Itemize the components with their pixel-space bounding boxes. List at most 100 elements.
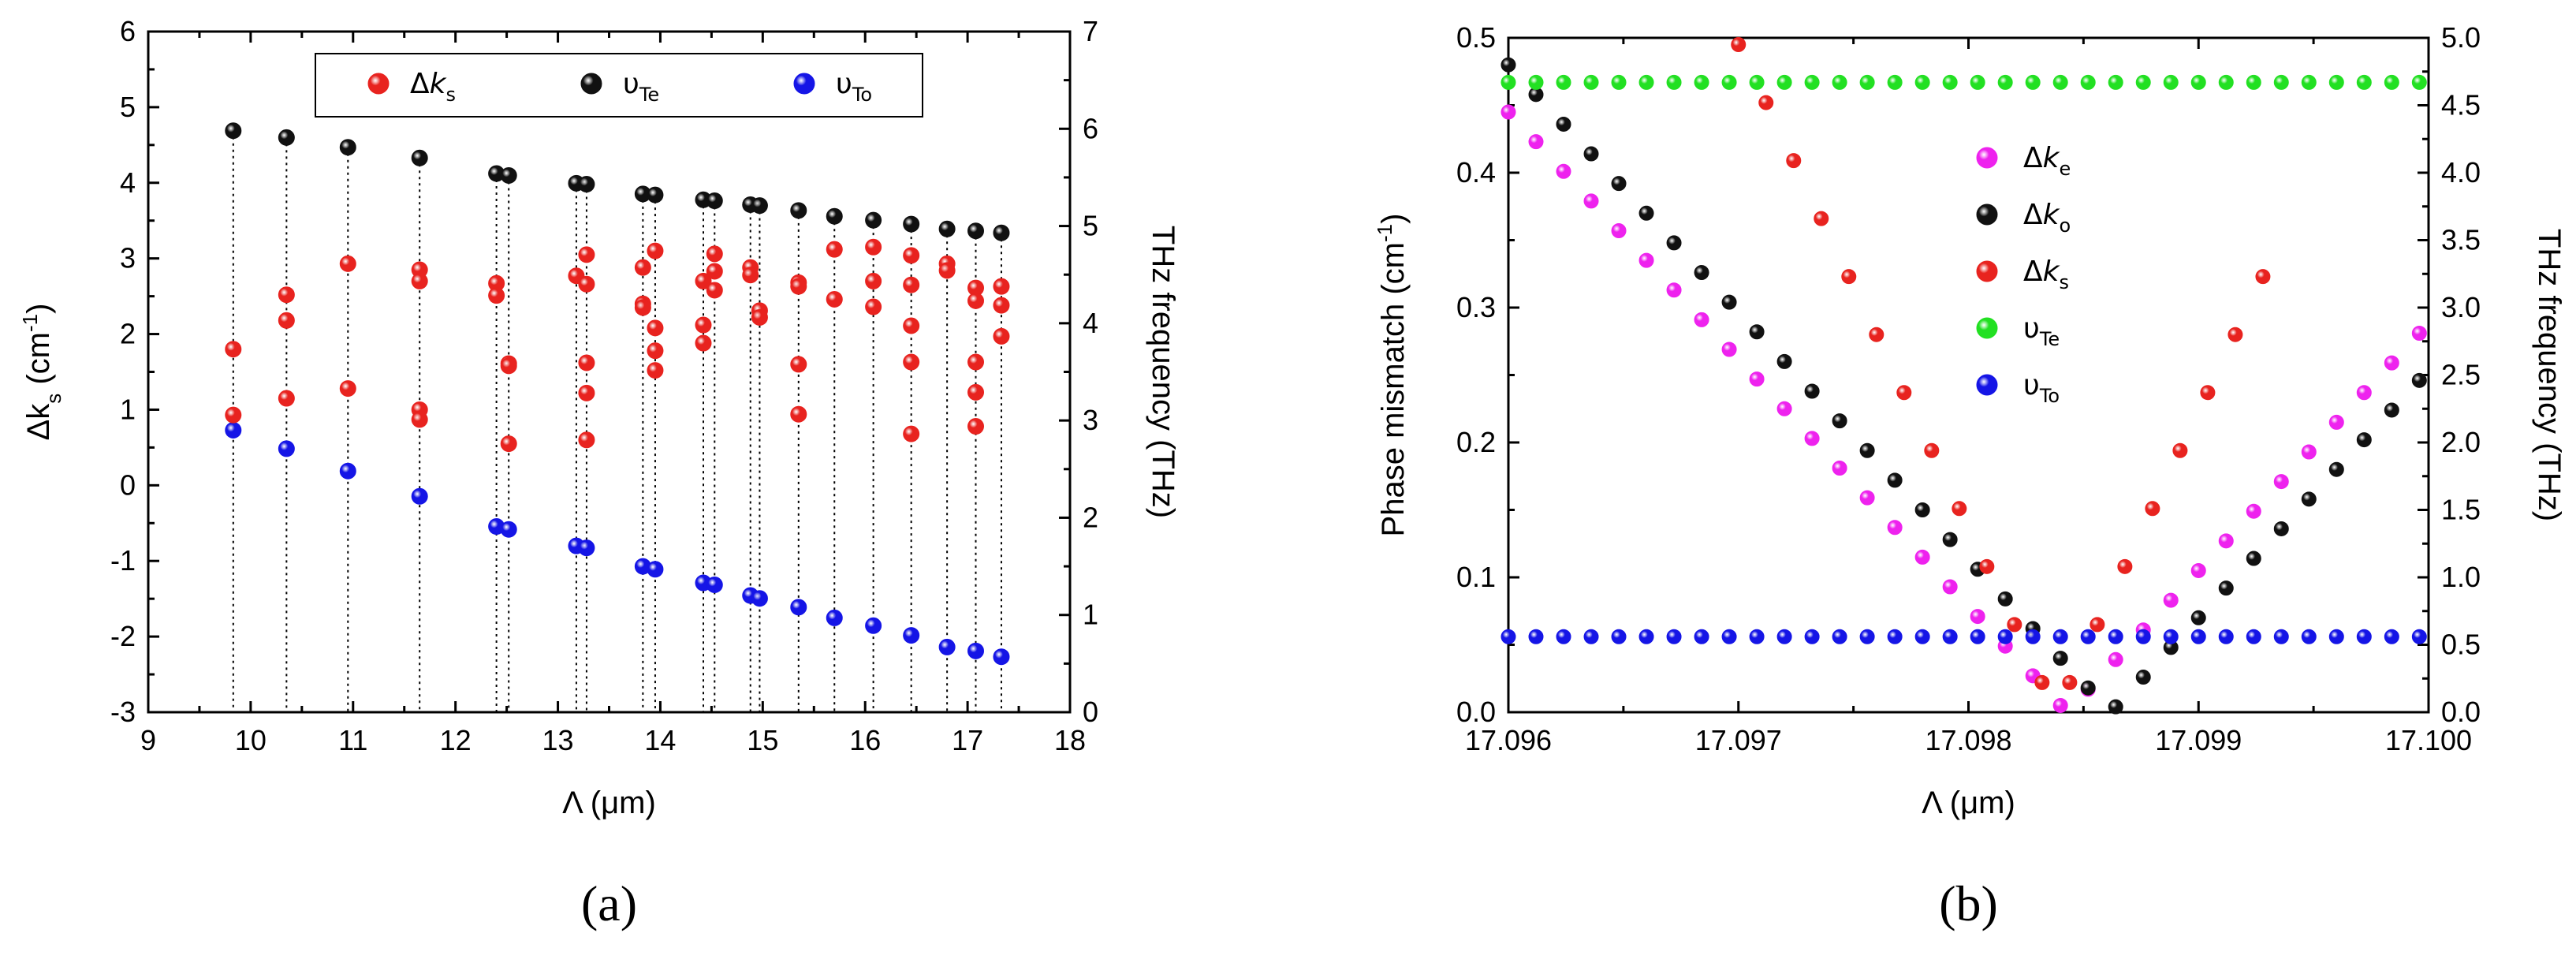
data-point-Δks (865, 298, 882, 315)
data-point-υTo (751, 590, 768, 607)
data-point-Δke (2328, 414, 2344, 430)
data-point-Δks (790, 405, 807, 423)
panel-b-label: (b) (1939, 875, 1998, 931)
legend-marker (367, 73, 390, 95)
x-tick-label: 14 (644, 724, 676, 756)
data-point-Δks (967, 292, 985, 309)
x-tick-label: 17 (952, 724, 983, 756)
data-point-υTe (2301, 74, 2317, 90)
data-point-Δks (578, 246, 595, 263)
x-tick-label: 18 (1054, 724, 1086, 756)
panel-a-chart: 9 10 11 12 13 14 15 16 17 18-3-2-1012345601234567… (18, 15, 1180, 931)
y-right-tick-label: 1.0 (2441, 561, 2481, 593)
data-point-υTo (2328, 629, 2344, 644)
data-point-υTo (1776, 629, 1792, 644)
data-point-Δks (225, 406, 242, 424)
data-point-Δks (695, 316, 712, 334)
data-point-υTo (278, 440, 295, 457)
data-point-υTe (2246, 74, 2261, 90)
data-point-Δko (1500, 57, 1516, 73)
data-point-υTo (1859, 629, 1875, 644)
data-point-υTo (1970, 629, 1985, 644)
y-right-tick-label: 0.0 (2441, 696, 2481, 728)
data-point-Δks (865, 238, 882, 256)
data-point-Δko (2301, 491, 2317, 507)
data-point-Δks (903, 317, 920, 334)
data-point-Δke (1776, 401, 1792, 416)
data-point-υTe (1583, 74, 1599, 90)
data-point-Δke (2384, 355, 2399, 371)
legend-label: υTe (2023, 312, 2060, 350)
y-right-tick-label: 4.5 (2441, 89, 2481, 121)
data-point-Δko (2135, 670, 2151, 685)
data-point-Δks (993, 327, 1010, 345)
data-point-Δke (2108, 651, 2123, 667)
data-point-Δke (2218, 533, 2234, 549)
data-point-υTo (2135, 629, 2151, 644)
data-point-υTe (1997, 74, 2013, 90)
data-point-Δke (2411, 325, 2427, 341)
data-point-υTe (225, 122, 242, 140)
y-right-tick-label: 0 (1083, 696, 1098, 728)
data-point-υTo (1694, 629, 1709, 644)
data-point-υTo (1528, 629, 1544, 644)
data-point-Δke (1500, 104, 1516, 120)
x-tick-label: 12 (440, 724, 472, 756)
data-point-Δko (1776, 353, 1792, 369)
data-point-υTe (865, 211, 882, 229)
x-tick-label: 10 (235, 724, 267, 756)
data-point-Δks (1841, 269, 1857, 285)
data-point-υTo (2080, 629, 2096, 644)
panel-b-legend: Δke Δko Δks υTe υTo (1976, 142, 2071, 407)
data-point-Δko (1638, 205, 1654, 221)
data-point-Δko (2108, 699, 2123, 715)
data-point-υTo (1721, 629, 1737, 644)
panel-a-label: (a) (581, 875, 637, 931)
data-point-Δks (742, 267, 759, 284)
data-point-υTo (578, 539, 595, 557)
data-point-υTo (2163, 629, 2179, 644)
data-point-υTe (1721, 74, 1737, 90)
data-point-Δks (411, 272, 428, 289)
data-point-Δko (1832, 413, 1847, 429)
data-point-Δks (634, 259, 651, 276)
data-point-Δks (938, 262, 956, 279)
x-tick-label: 11 (338, 724, 367, 756)
y-right-tick-label: 6 (1083, 112, 1098, 144)
legend-label: Δks (410, 68, 456, 106)
data-point-Δke (2163, 592, 2179, 608)
data-point-υTe (2135, 74, 2151, 90)
data-point-Δks (411, 411, 428, 428)
data-point-υTo (2218, 629, 2234, 644)
data-point-Δke (1832, 460, 1847, 476)
y-right-tick-label: 7 (1083, 15, 1098, 47)
x-tick-label: 13 (542, 724, 574, 756)
data-point-Δko (1804, 383, 1820, 399)
data-point-Δke (1970, 609, 1985, 625)
data-point-υTo (826, 609, 843, 626)
x-tick-label: 17.097 (1695, 724, 1782, 756)
data-point-Δks (2172, 442, 2188, 458)
data-point-υTe (1666, 74, 1682, 90)
data-point-υTe (1776, 74, 1792, 90)
y-left-tick-label: 0.2 (1456, 426, 1496, 458)
data-point-Δks (278, 390, 295, 407)
data-point-Δko (1721, 294, 1737, 310)
legend-marker (1976, 203, 1998, 226)
data-point-Δks (751, 308, 768, 326)
data-point-Δko (1749, 324, 1765, 340)
x-tick-label: 16 (849, 724, 881, 756)
legend-label: υTo (836, 68, 872, 106)
data-point-υTo (1749, 629, 1765, 644)
data-point-Δks (2255, 269, 2271, 285)
data-point-Δko (2052, 651, 2068, 666)
x-tick-label: 15 (747, 724, 778, 756)
data-point-Δko (1556, 116, 1571, 132)
y-right-tick-label: 3.0 (2441, 291, 2481, 323)
panel-b-points (1500, 37, 2427, 715)
data-point-Δke (2052, 697, 2068, 713)
y-left-tick-label: -3 (110, 696, 136, 728)
data-point-Δks (578, 354, 595, 371)
data-point-υTe (1749, 74, 1765, 90)
